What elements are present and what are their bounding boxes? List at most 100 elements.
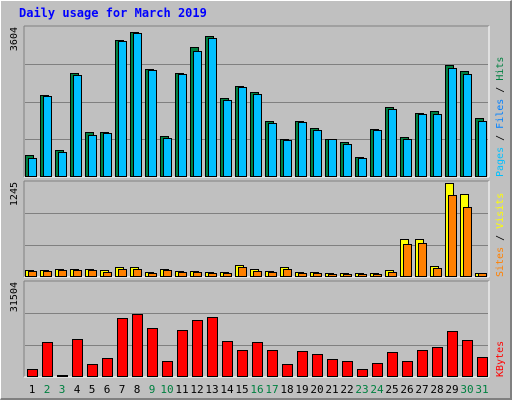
bar-files-20 (313, 130, 322, 177)
x-tick-label-12: 12 (190, 383, 203, 396)
bar-kbytes-17 (267, 350, 278, 377)
bar-kbytes-25 (387, 352, 398, 377)
x-tick-label-6: 6 (104, 383, 111, 396)
bar-sites-1 (28, 271, 37, 277)
x-tick-label-3: 3 (59, 383, 66, 396)
bar-kbytes-23 (357, 369, 368, 377)
x-tick-label-14: 14 (220, 383, 234, 396)
x-tick-label-23: 23 (355, 383, 368, 396)
right-legend: Sites / Visits (495, 193, 506, 277)
bar-files-5 (88, 135, 97, 177)
legend-entry: / (495, 229, 506, 247)
bar-kbytes-20 (312, 354, 323, 377)
bar-sites-21 (328, 274, 337, 277)
bar-files-22 (343, 144, 352, 177)
bar-kbytes-31 (477, 357, 488, 377)
bar-sites-20 (313, 273, 322, 277)
bar-files-13 (208, 38, 217, 177)
legend-entry: Pages (495, 147, 506, 177)
x-tick-label-15: 15 (235, 383, 248, 396)
bar-files-15 (238, 87, 247, 177)
bar-sites-11 (178, 272, 187, 277)
bar-kbytes-14 (222, 341, 233, 377)
bar-files-17 (268, 123, 277, 177)
bar-files-28 (433, 114, 442, 177)
bar-kbytes-1 (27, 369, 38, 377)
x-tick-label-2: 2 (44, 383, 51, 396)
bar-kbytes-24 (372, 363, 383, 377)
x-tick-label-30: 30 (460, 383, 473, 396)
chart-title: Daily usage for March 2019 (19, 6, 207, 20)
bar-kbytes-22 (342, 361, 353, 377)
bar-kbytes-10 (162, 361, 173, 377)
bar-sites-2 (43, 271, 52, 277)
right-legend: Pages / Files / Hits (495, 57, 506, 177)
legend-entry: Sites (495, 247, 506, 277)
bar-kbytes-28 (432, 347, 443, 377)
bar-sites-25 (388, 272, 397, 277)
bar-sites-8 (133, 269, 142, 277)
x-tick-label-21: 21 (325, 383, 338, 396)
x-tick-label-31: 31 (475, 383, 488, 396)
bar-kbytes-7 (117, 318, 128, 377)
bar-sites-9 (148, 273, 157, 277)
bar-sites-24 (373, 274, 382, 277)
bar-sites-28 (433, 268, 442, 277)
bar-sites-4 (73, 270, 82, 277)
bar-kbytes-16 (252, 342, 263, 377)
bar-sites-14 (223, 273, 232, 277)
legend-entry: Files (495, 99, 506, 129)
bar-sites-15 (238, 267, 247, 277)
bar-files-27 (418, 114, 427, 177)
x-tick-label-10: 10 (160, 383, 173, 396)
bar-files-8 (133, 33, 142, 177)
bar-kbytes-13 (207, 317, 218, 377)
bar-files-29 (448, 68, 457, 177)
bar-kbytes-2 (42, 342, 53, 377)
x-tick-label-26: 26 (400, 383, 413, 396)
bar-sites-12 (193, 272, 202, 277)
right-legend: KBytes (495, 341, 506, 377)
bar-files-3 (58, 152, 67, 177)
bar-files-4 (73, 75, 82, 177)
x-tick-label-19: 19 (295, 383, 308, 396)
bar-files-10 (163, 138, 172, 177)
bar-sites-3 (58, 270, 67, 277)
bar-kbytes-30 (462, 340, 473, 377)
bar-sites-13 (208, 273, 217, 277)
legend-entry: / (495, 129, 506, 147)
bar-files-1 (28, 158, 37, 177)
bar-sites-26 (403, 244, 412, 277)
bar-sites-5 (88, 270, 97, 277)
bar-sites-23 (358, 274, 367, 277)
bar-sites-17 (268, 272, 277, 277)
bar-sites-7 (118, 269, 127, 277)
bar-files-24 (373, 130, 382, 177)
bar-files-19 (298, 122, 307, 177)
bar-sites-16 (253, 271, 262, 277)
bar-files-11 (178, 74, 187, 177)
bar-files-12 (193, 51, 202, 177)
bar-kbytes-6 (102, 358, 113, 377)
x-tick-label-13: 13 (205, 383, 218, 396)
bar-sites-29 (448, 195, 457, 277)
x-tick-label-9: 9 (149, 383, 156, 396)
bar-kbytes-5 (87, 364, 98, 377)
bar-files-23 (358, 158, 367, 177)
bar-sites-6 (103, 272, 112, 277)
x-tick-label-27: 27 (415, 383, 428, 396)
bar-kbytes-21 (327, 359, 338, 377)
x-tick-label-7: 7 (119, 383, 126, 396)
bar-files-7 (118, 41, 127, 177)
x-tick-label-4: 4 (74, 383, 81, 396)
y-max-label: 3604 (9, 27, 20, 51)
bar-files-25 (388, 109, 397, 177)
bar-kbytes-26 (402, 361, 413, 377)
bar-kbytes-15 (237, 350, 248, 377)
bar-sites-31 (478, 273, 487, 277)
bar-files-21 (328, 139, 337, 177)
bar-sites-10 (163, 270, 172, 277)
x-tick-label-16: 16 (250, 383, 263, 396)
y-max-label: 31504 (9, 282, 20, 312)
